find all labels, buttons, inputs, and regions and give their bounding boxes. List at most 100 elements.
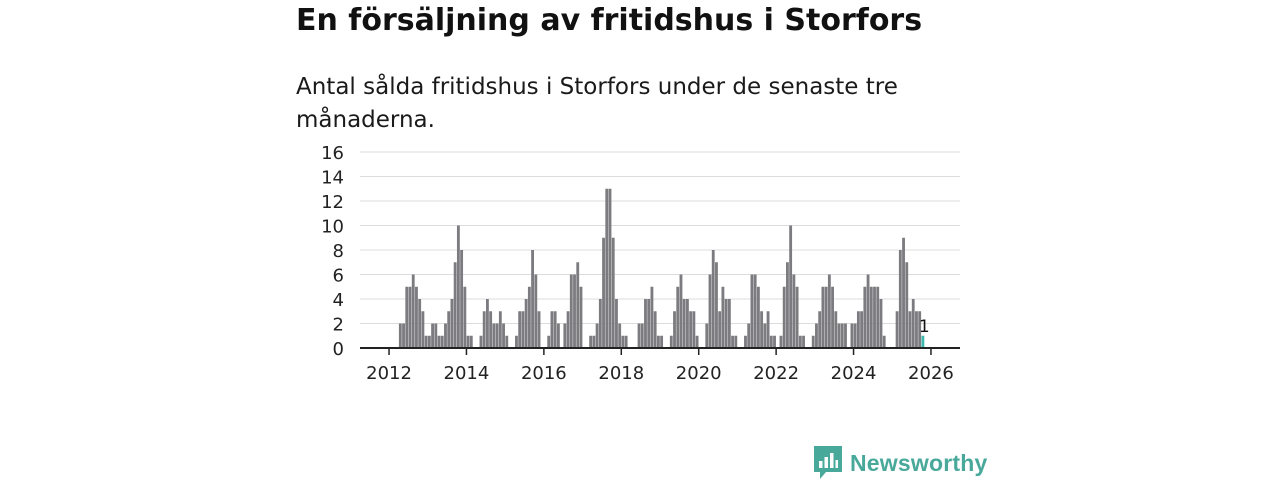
bar — [437, 335, 441, 348]
bar — [811, 335, 815, 348]
bar — [498, 311, 502, 348]
bar — [721, 286, 725, 348]
bar — [782, 286, 786, 348]
bar — [911, 299, 915, 348]
bar — [850, 323, 854, 348]
x-tick-label: 2016 — [521, 363, 567, 384]
newsworthy-logo-icon — [814, 446, 842, 479]
latest-value-label: 1 — [919, 317, 930, 337]
bar — [537, 311, 541, 348]
bar — [608, 188, 612, 348]
bar — [598, 299, 602, 348]
bar — [831, 286, 834, 348]
bar — [556, 323, 560, 348]
bar — [486, 299, 489, 348]
bar — [418, 299, 422, 348]
bar — [918, 311, 922, 348]
bar — [840, 323, 844, 348]
x-tick-label: 2020 — [676, 363, 722, 384]
bar — [898, 250, 902, 348]
bar — [456, 225, 460, 348]
bar — [427, 335, 431, 348]
bar — [566, 311, 570, 348]
bar — [795, 286, 799, 348]
bar — [482, 311, 486, 348]
bar — [682, 299, 686, 348]
brand-name: Newsworthy — [850, 449, 988, 476]
bar — [753, 274, 757, 348]
bar — [756, 286, 760, 348]
bar — [821, 286, 825, 348]
bar — [647, 299, 651, 348]
bar — [579, 286, 583, 348]
bar — [792, 274, 796, 348]
bar — [705, 323, 709, 348]
bar — [827, 274, 831, 348]
bar — [763, 323, 767, 348]
bar — [908, 311, 912, 348]
x-tick-label: 2012 — [366, 363, 412, 384]
bar — [447, 311, 451, 348]
bar — [576, 262, 580, 348]
bar — [879, 299, 883, 348]
bar — [644, 299, 647, 348]
bar — [592, 335, 596, 348]
bar — [405, 286, 409, 348]
bar — [711, 250, 715, 348]
bar — [492, 323, 496, 348]
bar — [873, 286, 876, 348]
y-tick-label: 8 — [333, 241, 344, 262]
bar — [837, 323, 841, 348]
bar — [731, 335, 734, 348]
chart-subtitle: Antal sålda fritidshus i Storfors under … — [296, 74, 898, 133]
bar — [747, 323, 751, 348]
bar — [527, 286, 531, 348]
bar — [424, 335, 428, 348]
y-tick-label: 6 — [333, 266, 344, 287]
bar — [863, 286, 867, 348]
bar — [802, 335, 805, 348]
bar — [518, 311, 522, 348]
bar — [902, 237, 905, 348]
bar — [489, 311, 493, 348]
bar — [915, 311, 918, 348]
bar — [637, 323, 641, 348]
bar — [676, 286, 680, 348]
bar — [866, 274, 870, 348]
bar — [415, 286, 418, 348]
bar — [844, 323, 847, 348]
bar — [502, 323, 505, 348]
bar — [834, 311, 838, 348]
bar — [453, 262, 457, 348]
bar — [531, 250, 534, 348]
bar — [408, 286, 412, 348]
bar — [611, 237, 615, 348]
newsworthy-brand[interactable]: Newsworthy — [814, 446, 987, 480]
x-axis-ticks: 2012 2014 2016 2018 2020 2022 2024 2026 — [366, 348, 954, 384]
bar — [402, 323, 405, 348]
bar — [640, 323, 644, 348]
bar — [563, 323, 567, 348]
bar — [853, 323, 857, 348]
bar — [524, 299, 528, 348]
bar — [479, 335, 483, 348]
bar — [750, 274, 754, 348]
bar — [679, 274, 683, 348]
bar — [856, 311, 860, 348]
bar — [444, 323, 447, 348]
y-tick-label: 0 — [333, 339, 344, 360]
bar — [653, 311, 657, 348]
bar — [615, 299, 618, 348]
bar — [605, 188, 609, 348]
bar — [715, 262, 718, 348]
bar — [550, 311, 554, 348]
bar — [398, 323, 402, 348]
bar — [569, 274, 573, 348]
bar — [692, 311, 696, 348]
bar — [421, 311, 425, 348]
bar — [469, 335, 473, 348]
bar — [695, 335, 699, 348]
bar — [411, 274, 415, 348]
x-tick-label: 2022 — [753, 363, 799, 384]
bar — [521, 311, 525, 348]
